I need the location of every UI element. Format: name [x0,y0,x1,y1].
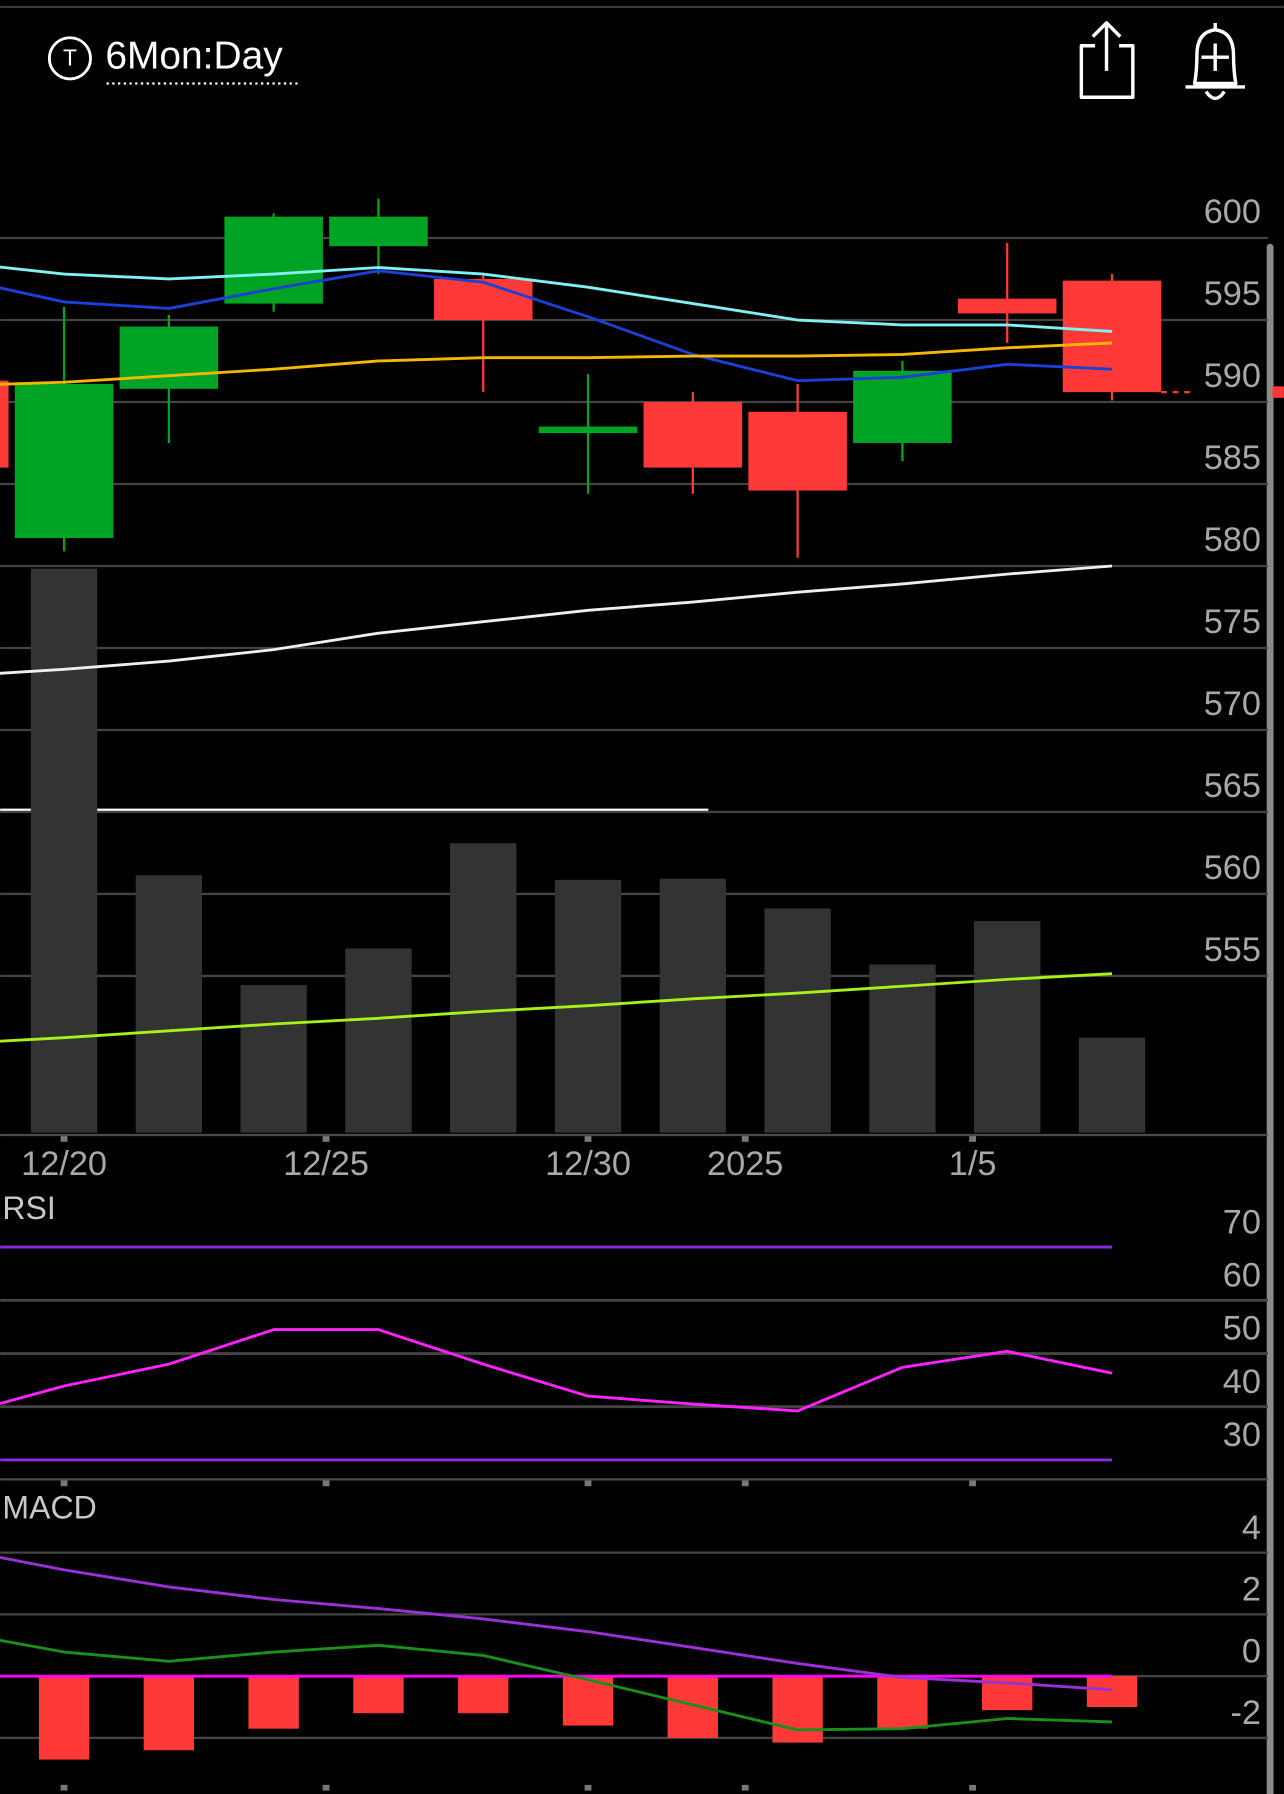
y-tick-label: 600 [1204,193,1261,231]
macd-line [0,1555,1113,1692]
volume-bar [974,921,1041,1133]
rsi-tick-label: 30 [1223,1416,1261,1454]
y-tick-label: 575 [1204,603,1261,641]
x-tick-label: 12/30 [545,1145,631,1183]
ticker-icon[interactable]: T [47,36,92,81]
y-tick-label: 570 [1204,685,1261,723]
volume-bar [345,948,412,1133]
x-tick-mark [584,1784,592,1791]
bell [1185,22,1245,101]
last-price-marker [1272,386,1284,398]
x-tick-mark [322,1784,330,1791]
x-tick-mark [969,1136,977,1142]
volume-bar [240,985,307,1133]
x-tick-mark [60,1784,68,1791]
icon-letter: T [63,45,77,71]
moving-average-line [0,265,1113,333]
moving-average-line [0,341,1113,386]
y-tick-label: 580 [1204,521,1261,559]
rsi-title: RSI [2,1190,55,1226]
macd-tick-label: 2 [1242,1571,1261,1609]
candle-body [1062,280,1162,393]
y-tick-label: 590 [1204,357,1261,395]
x-tick-mark [322,1136,330,1142]
volume-bar [450,843,517,1133]
candle-body [0,380,9,468]
x-tick-label: 12/25 [283,1145,369,1183]
macd-line [0,1638,1113,1732]
rsi-tick-label: 40 [1223,1363,1261,1401]
macd-tick-label: 0 [1242,1632,1261,1670]
macd-histogram-bar [458,1676,509,1714]
x-tick-mark [741,1784,749,1791]
y-tick-label: 585 [1204,439,1261,477]
candle-body [119,326,219,389]
y-tick-label: 560 [1204,849,1261,887]
macd-tick-label: -2 [1230,1694,1261,1732]
macd-histogram-bar [143,1676,195,1751]
macd-histogram-bar [772,1676,823,1743]
x-tick-mark [741,1136,749,1142]
candle-body [433,278,533,320]
x-tick-mark [969,1480,977,1487]
macd-histogram-bar [353,1676,404,1714]
period-selector[interactable]: 6Mon:Day [105,35,283,78]
share-arrow [1091,21,1122,71]
alert-button[interactable] [1185,22,1245,101]
x-tick-mark [741,1480,749,1487]
candle-body [224,216,323,304]
candle-body [748,411,847,491]
y-tick-label: 565 [1204,767,1261,805]
macd-histogram-bar [877,1676,928,1729]
rsi-tick-label: 60 [1223,1256,1261,1294]
x-tick-mark [969,1784,977,1791]
rsi-tick-label: 50 [1223,1310,1261,1348]
x-tick-label: 2025 [707,1145,783,1183]
candle-body [957,298,1057,314]
candle-body [538,426,638,434]
macd-histogram-bar [38,1676,90,1760]
macd-histogram-bar [1086,1676,1138,1708]
candle-body [643,401,743,468]
volume-bar [30,568,98,1133]
x-tick-label: 12/20 [21,1145,107,1183]
candle-body [14,383,114,539]
rsi-line [0,1328,1113,1413]
bell-plus [1201,43,1229,71]
volume-bar [135,875,203,1133]
moving-average-line [0,269,1113,383]
x-tick-mark [584,1136,592,1142]
moving-average-line [0,564,1113,675]
volume-bar [764,908,831,1133]
rsi-tick-label: 70 [1223,1203,1261,1241]
volume-ma-line [0,972,1113,1043]
share-box [1079,44,1135,99]
x-tick-mark [60,1480,68,1487]
x-tick-mark [584,1480,592,1487]
macd-title: MACD [2,1490,96,1526]
volume-bar [1078,1037,1146,1133]
x-tick-mark [60,1136,68,1142]
share-button[interactable] [1079,21,1135,99]
macd-histogram-bar [667,1676,718,1738]
x-tick-label: 1/5 [949,1145,997,1183]
x-tick-mark [322,1480,330,1487]
volume-bar [659,878,727,1133]
candle-body [329,216,428,247]
candle-body [853,370,952,443]
y-tick-label: 595 [1204,275,1261,313]
scrollbar[interactable] [1266,243,1274,1794]
macd-tick-label: 4 [1242,1509,1261,1547]
macd-histogram-bar [248,1676,299,1729]
y-tick-label: 555 [1204,931,1261,969]
icon-circle [47,36,92,81]
volume-bar [869,964,936,1133]
